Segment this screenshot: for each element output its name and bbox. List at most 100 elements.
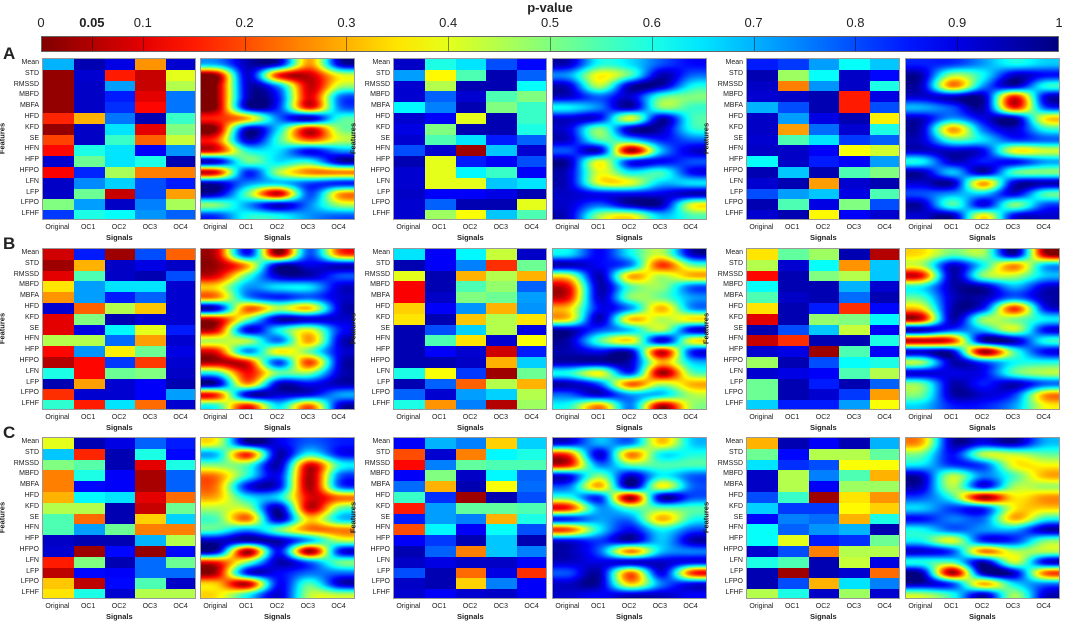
heatmap-cell <box>517 156 546 168</box>
signal-label: Original <box>908 224 933 231</box>
heatmap-cell <box>166 335 195 347</box>
heatmap-cell <box>870 367 899 380</box>
heatmap-cell <box>455 167 487 179</box>
signal-label: OC1 <box>590 603 606 610</box>
heatmap-cell <box>808 459 840 471</box>
heatmap-cell <box>104 578 136 590</box>
interpolated-heatmap-image <box>201 59 354 219</box>
heatmap-cell <box>394 177 426 190</box>
signal-label: Original <box>45 414 70 421</box>
heatmap-cell <box>486 210 518 219</box>
heatmap-cell <box>73 113 106 125</box>
heatmap-cell <box>870 123 899 136</box>
heatmap-cell <box>747 199 779 211</box>
heatmap-cell <box>808 578 840 590</box>
heatmap-cell <box>394 513 426 525</box>
heatmap-cell <box>839 481 871 493</box>
colorbar-title: p-value <box>527 0 573 15</box>
heatmap-cell <box>808 188 840 200</box>
colorbar-tick-label: 0.9 <box>948 15 967 30</box>
heatmap-cell <box>43 113 75 125</box>
heatmap-cell <box>517 59 546 71</box>
feature-label: HFP <box>376 156 390 164</box>
heatmap-cell <box>455 546 487 558</box>
heatmap-cell <box>777 91 810 103</box>
feature-label: HFD <box>728 302 743 310</box>
heatmap-cell <box>777 188 810 200</box>
heatmap-cell <box>455 69 487 82</box>
feature-label: HFP <box>729 346 743 354</box>
heatmap-cell <box>517 167 546 179</box>
feature-label: HFD <box>728 491 743 499</box>
heatmap-cell <box>424 546 457 558</box>
heatmap-cell <box>870 259 899 272</box>
heatmap-cell <box>394 249 426 261</box>
signal-label: OC4 <box>683 414 698 421</box>
colorbar-tick-label: 1 <box>1055 15 1063 30</box>
heatmap-cell <box>166 357 195 369</box>
heatmap-cell <box>104 324 136 336</box>
heatmap-cell <box>486 546 518 558</box>
heatmap-cell <box>455 102 487 114</box>
heatmap-cell <box>870 335 899 347</box>
heatmap-cell <box>455 313 487 326</box>
heatmap-cell <box>486 134 518 146</box>
feature-label: LFHF <box>21 589 40 597</box>
heatmap-cell <box>747 313 779 326</box>
x-axis-label: Signals <box>969 423 996 432</box>
heatmap-cell <box>870 535 899 547</box>
feature-label: MBFA <box>723 481 743 489</box>
heatmap-cell <box>455 578 487 590</box>
heatmap-cell <box>747 367 779 380</box>
heatmap-cell <box>455 513 487 525</box>
heatmap-cell <box>73 270 106 282</box>
signal-label: OC1 <box>943 414 959 421</box>
interpolated-heatmap-image <box>201 438 354 598</box>
heatmap-cell <box>394 167 426 179</box>
heatmap-cell <box>777 69 810 82</box>
heatmap-cell <box>517 113 546 125</box>
heatmap-cell <box>394 567 426 579</box>
heatmap-cell <box>839 199 871 211</box>
heatmap-cell <box>839 367 871 380</box>
heatmap-cell <box>747 546 779 558</box>
heatmap-cell <box>870 567 899 579</box>
heatmap-cell <box>870 524 899 536</box>
x-axis-label: Signals <box>106 233 133 242</box>
heatmap-cell <box>808 167 840 179</box>
heatmap-cell <box>486 578 518 590</box>
heatmap-cell <box>424 123 457 136</box>
heatmap-cell <box>73 199 106 211</box>
feature-label: HFPO <box>19 356 39 364</box>
heatmap-cell <box>839 134 871 146</box>
heatmap-cell <box>777 400 810 409</box>
heatmap-cell <box>839 324 871 336</box>
heatmap-cell <box>455 524 487 536</box>
heatmap-cell <box>808 270 840 282</box>
heatmap-cell <box>870 470 899 482</box>
feature-label: STD <box>25 448 39 456</box>
feature-label: HFPO <box>370 356 390 364</box>
heatmap-cell <box>870 59 899 71</box>
heatmap-cell <box>424 91 457 103</box>
x-axis-label: Signals <box>106 612 133 621</box>
heatmap-cell <box>486 69 518 82</box>
heatmap-cell <box>747 378 779 390</box>
feature-label: LFN <box>729 177 743 185</box>
heatmap-cell <box>747 102 779 114</box>
heatmap-cell <box>455 134 487 146</box>
heatmap-cell <box>394 524 426 536</box>
signal-label: OC1 <box>80 603 96 610</box>
heatmap-cell <box>455 249 487 261</box>
heatmap-cell <box>486 438 518 450</box>
signal-label: OC2 <box>815 414 831 421</box>
heatmap-cell <box>808 69 840 82</box>
heatmap-cell <box>73 546 106 558</box>
signal-label: OC3 <box>142 603 157 610</box>
heatmap-cell <box>455 378 487 390</box>
heatmap-cell <box>808 400 840 409</box>
feature-label: SE <box>733 134 743 142</box>
heatmap-cell <box>166 199 195 211</box>
heatmap-cell <box>135 578 167 590</box>
feature-label: LFPO <box>20 389 39 397</box>
